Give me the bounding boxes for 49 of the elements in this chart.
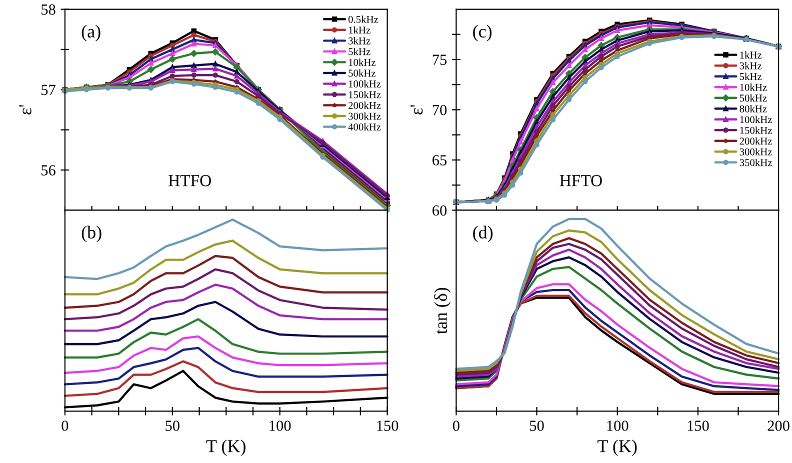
y-tick-label: 75 [432, 54, 447, 65]
legend-label: 80kHz [740, 105, 767, 112]
annotation: (a) [82, 24, 100, 42]
legend-label: 300kHz [740, 148, 772, 156]
x-tick-label: 200 [768, 420, 790, 431]
legend-label: 100kHz [348, 80, 381, 88]
legend-label: 10kHz [348, 58, 376, 66]
x-tick-label: 100 [270, 420, 291, 431]
legend-label: 1kHz [348, 26, 370, 34]
x-axis-title: T (K) [598, 440, 637, 456]
legend-label: 300kHz [348, 112, 381, 120]
legend-label: 3kHz [740, 62, 762, 70]
annotation: (b) [82, 226, 102, 242]
annotation: (d) [473, 226, 493, 242]
x-tick-label: 50 [166, 420, 180, 431]
legend-label: 0.5kHz [348, 16, 378, 23]
y-tick-label: 70 [432, 104, 447, 116]
legend-label: 5kHz [740, 72, 762, 80]
x-tick-label: 150 [377, 420, 398, 431]
legend-label: 3kHz [348, 37, 370, 44]
annotation: HTFO [168, 175, 211, 186]
x-tick-label: 0 [452, 420, 460, 431]
legend-label: 200kHz [348, 102, 381, 109]
legend-label: 5kHz [348, 48, 370, 56]
legend-label: 100kHz [740, 116, 772, 124]
legend-label: 150kHz [740, 126, 772, 134]
x-tick-label: 0 [62, 420, 68, 431]
annotation: HFTO [560, 175, 602, 186]
legend-label: 400kHz [348, 123, 381, 131]
y-axis-title: ε' [410, 105, 423, 114]
legend-label: 50kHz [740, 94, 767, 102]
y-tick-label: 60 [432, 205, 447, 216]
legend-label: 10kHz [740, 84, 767, 91]
x-axis-title: T (K) [206, 440, 246, 456]
y-tick-label: 65 [432, 155, 447, 166]
annotation: (c) [473, 24, 492, 42]
legend-label: 350kHz [740, 158, 772, 166]
x-tick-label: 150 [688, 420, 709, 431]
x-tick-label: 50 [530, 420, 544, 431]
y-tick-label: 56 [42, 165, 56, 176]
legend-label: 1kHz [740, 51, 762, 58]
y-axis-title: tan (δ) [434, 288, 451, 334]
y-tick-label: 58 [42, 4, 56, 15]
y-tick-label: 57 [42, 84, 56, 96]
y-axis-title: ε' [19, 105, 32, 114]
legend-label: 200kHz [740, 137, 772, 145]
legend-label: 50kHz [348, 69, 376, 77]
x-tick-label: 100 [607, 420, 628, 431]
legend-label: 150kHz [348, 90, 381, 98]
